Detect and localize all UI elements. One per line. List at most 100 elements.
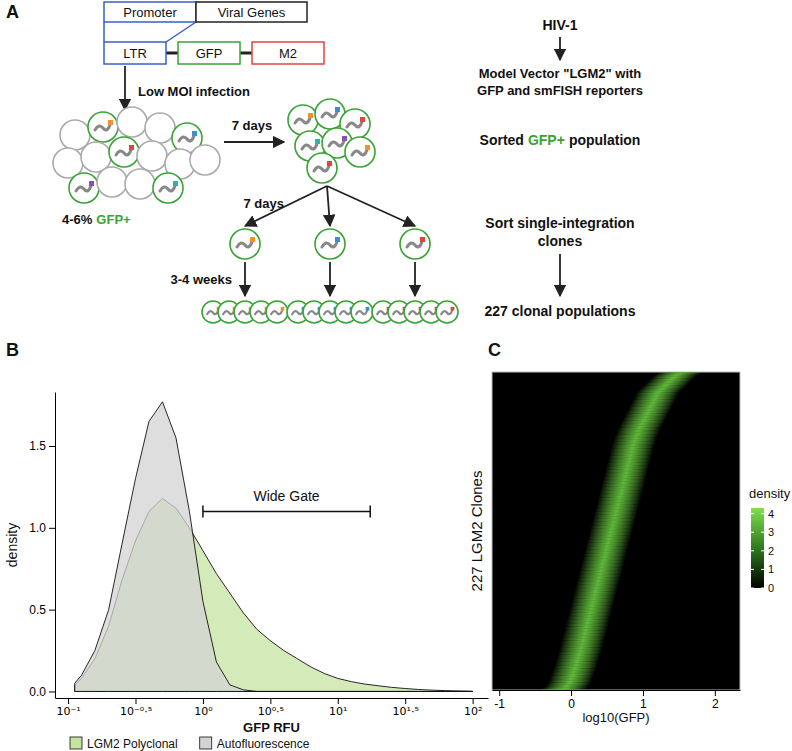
- arrow: [329, 262, 331, 296]
- legend-label: LGM2 Polyclonal: [87, 737, 178, 751]
- colorbar-tick: [751, 532, 754, 533]
- x-axis-title: log10(GFP): [582, 710, 649, 725]
- x-axis-tick-label: 10⁰: [194, 705, 213, 718]
- step-label: 7 days: [244, 196, 284, 211]
- step-label: 7 days: [232, 118, 272, 133]
- integration-site: [108, 120, 113, 125]
- cell: [97, 167, 127, 197]
- arrow: [244, 262, 246, 296]
- fraction-part: 4-6%: [62, 212, 93, 227]
- integration: [292, 311, 303, 315]
- promoter: Promoter: [123, 5, 177, 20]
- integration: [76, 186, 91, 191]
- clone-row: [659, 372, 702, 374]
- integration-site: [420, 237, 425, 242]
- x-axis-tick: -1: [494, 690, 505, 711]
- note-part: Sorted: [480, 132, 524, 148]
- step-label: 3-4 weeks: [171, 272, 232, 287]
- cell: [345, 137, 375, 167]
- x-axis-tick: 10⁻⁰·⁵: [120, 698, 152, 718]
- x-axis-tick-label: 0: [568, 697, 575, 711]
- y-axis-tick-mark: [49, 446, 55, 447]
- integration: [295, 118, 310, 123]
- arrow: [327, 186, 415, 226]
- arrow: [224, 141, 284, 143]
- integration: [340, 311, 351, 315]
- integration-site: [335, 237, 340, 242]
- integration-site: [89, 181, 94, 186]
- integration: [255, 311, 266, 315]
- integration-site: [308, 113, 313, 118]
- note: Sort single-integration: [485, 215, 634, 231]
- x-axis: -1012: [493, 690, 741, 711]
- y-axis-tick-label: 1.5: [29, 439, 46, 453]
- integration: [308, 311, 319, 315]
- legend-swatch: [200, 737, 212, 749]
- colorbar-tick: [761, 532, 764, 533]
- plot-area: [541, 372, 702, 690]
- cell: [400, 229, 430, 259]
- integration: [314, 166, 329, 171]
- y-axis-tick-label: 1.0: [29, 521, 46, 535]
- cell: [145, 113, 175, 143]
- y-axis-tick: 1.5: [29, 439, 55, 453]
- ltr-box: [104, 42, 166, 64]
- x-axis-tick-label: 10²: [464, 705, 482, 718]
- x-axis-tick-mark: [571, 690, 572, 696]
- x-axis-tick-label: -1: [494, 697, 505, 711]
- colorbar-tick-label: 4: [768, 508, 774, 520]
- colorbar-title: density: [749, 486, 791, 501]
- x-axis-tick-mark: [715, 690, 716, 696]
- figure: APromoterViral GenesLTRGFPM2Low MOI infe…: [0, 0, 792, 751]
- viral-genes-box: [196, 2, 307, 22]
- connector: [103, 22, 105, 42]
- cell: [137, 141, 167, 171]
- x-axis-tick-label: 10¹: [329, 705, 347, 718]
- panel-b: B10⁻¹10⁻⁰·⁵10⁰10⁰·⁵10¹10¹·⁵10²0.00.51.01…: [4, 340, 489, 751]
- integration: [425, 311, 436, 315]
- note: clones: [538, 233, 583, 249]
- colorbar-tick-label: 1: [768, 563, 774, 575]
- x-axis-tick-mark: [473, 698, 474, 704]
- colorbar-tick: [761, 550, 764, 551]
- x-axis-tick: 0: [568, 690, 575, 711]
- x-axis-tick-label: 1: [640, 697, 647, 711]
- integration: [409, 311, 420, 315]
- fraction-label: 4-6%GFP+: [62, 212, 131, 227]
- colorbar-tick: [761, 513, 764, 514]
- integration: [347, 122, 362, 127]
- integration: [95, 125, 110, 130]
- x-axis-tick-label: 10¹·⁵: [393, 705, 419, 718]
- y-axis-tick: 1.0: [29, 521, 55, 535]
- cell: [153, 173, 183, 203]
- integration: [207, 311, 218, 315]
- panel-label: B: [6, 340, 19, 360]
- legend-item: LGM2 Polyclonal: [70, 737, 178, 751]
- arrow: [124, 66, 126, 110]
- y-axis-tick-mark: [49, 610, 55, 611]
- colorbar-tick-label: 3: [768, 526, 774, 538]
- x-axis-tick: 10²: [464, 698, 482, 718]
- cell: [266, 301, 288, 323]
- arrow: [559, 254, 561, 296]
- x-axis-tick-mark: [338, 698, 339, 704]
- y-axis-tick: 0.5: [29, 603, 55, 617]
- x-axis-tick: 10¹·⁵: [393, 698, 419, 718]
- cell: [109, 137, 139, 167]
- viral-genes: Viral Genes: [218, 5, 286, 20]
- integration-site: [250, 237, 255, 242]
- colorbar-tick: [751, 513, 754, 514]
- gate-bracket: [203, 505, 370, 517]
- x-axis-tick: 10⁻¹: [56, 698, 80, 718]
- colorbar-tick-label: 2: [768, 545, 774, 557]
- colorbar-tick: [751, 588, 754, 589]
- fraction-part: GFP+: [96, 212, 131, 227]
- m2-box: [252, 42, 324, 64]
- note-part: GFP+: [528, 132, 565, 148]
- y-axis-tick-mark: [49, 528, 55, 529]
- x-axis-tick-mark: [270, 698, 271, 704]
- cell: [88, 112, 118, 142]
- integration: [377, 311, 388, 315]
- x-axis-tick-mark: [135, 698, 136, 704]
- note: 227 clonal populations: [485, 303, 636, 319]
